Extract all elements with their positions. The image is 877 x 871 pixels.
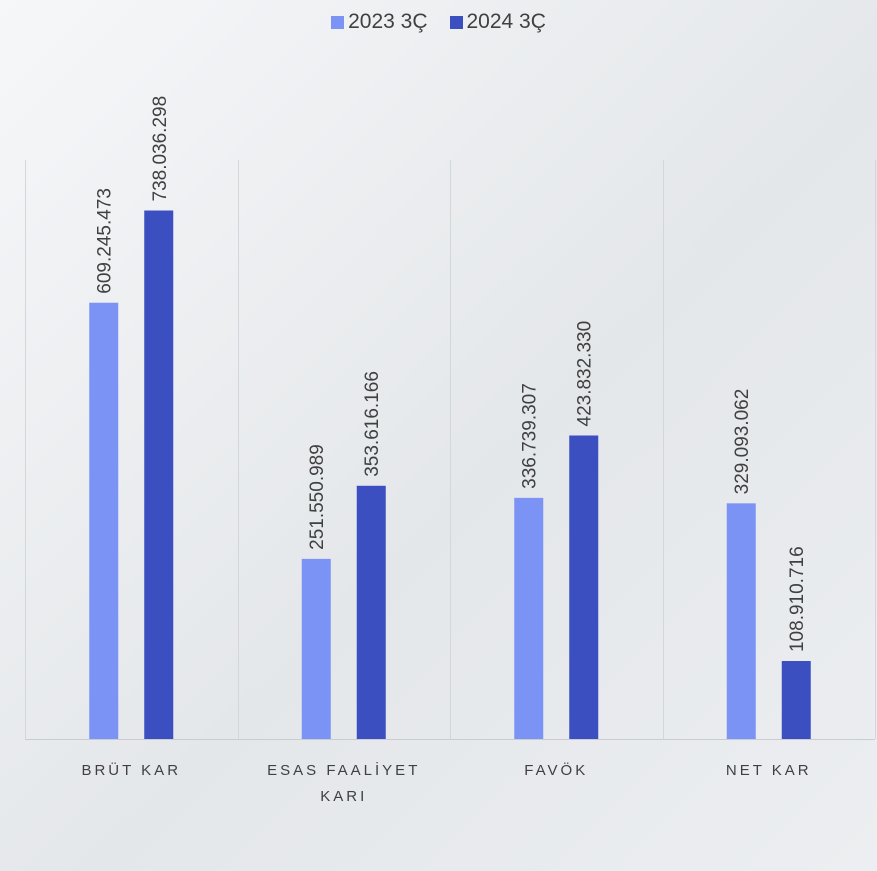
legend-swatch-2024 [449,15,463,29]
bar-2023 [726,503,756,739]
data-label: 738.036.298 [150,96,171,202]
data-label: 329.093.062 [732,389,753,495]
legend-item-2024: 2024 3Ç [449,10,546,34]
bar-2024 [144,210,174,739]
chart-legend: 2023 3Ç 2024 3Ç [0,10,877,34]
category-label: KARI [320,788,367,805]
bar-2024 [356,485,386,739]
bar-2023 [301,558,331,739]
bar-2023 [514,497,544,739]
legend-label-2024: 2024 3Ç [466,10,546,33]
data-label: 108.910.716 [787,546,808,652]
category-label: BRÜT KAR [81,761,181,779]
category-label: ESAS FAALİYET [267,761,420,779]
legend-item-2023: 2023 3Ç [331,10,428,34]
data-label: 353.616.166 [362,371,383,477]
legend-swatch-2023 [331,15,345,29]
bar-2024 [781,661,811,739]
data-label: 609.245.473 [95,188,116,294]
data-label: 336.739.307 [520,383,541,489]
bar-2024 [569,435,599,739]
bar-2023 [89,302,119,739]
category-label: FAVÖK [524,761,588,779]
data-label: 251.550.989 [307,444,328,550]
data-label: 423.832.330 [575,321,596,427]
legend-label-2023: 2023 3Ç [348,10,428,33]
category-label: NET KAR [726,762,812,779]
